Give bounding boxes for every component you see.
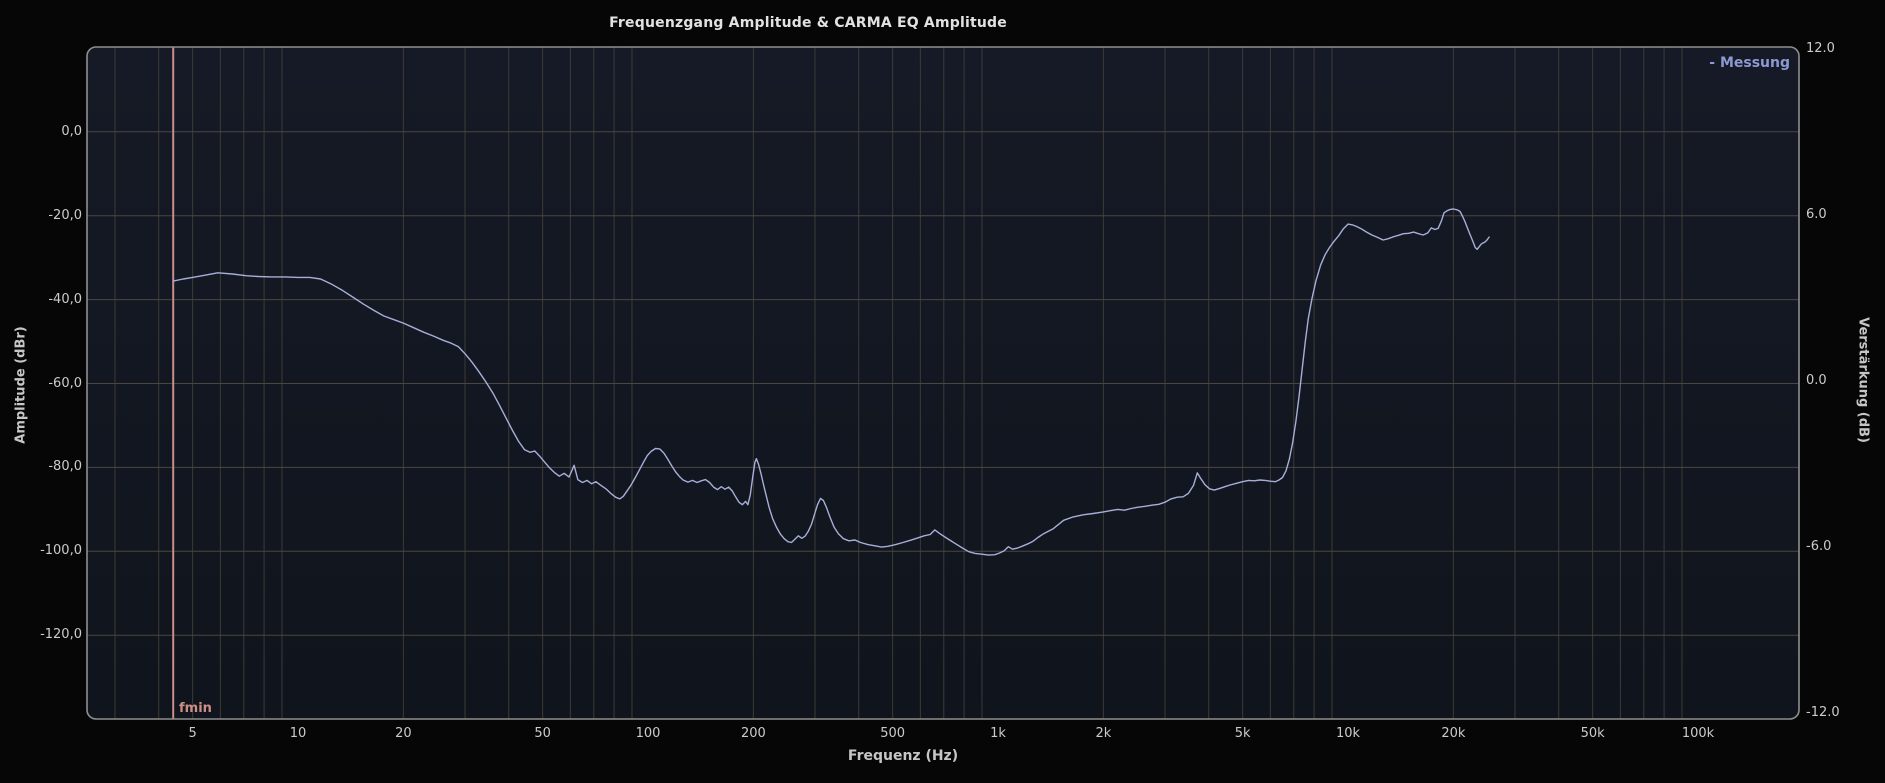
x-tick-20: 20 [395,726,412,741]
x-tick-100k: 100k [1681,726,1715,741]
y-right-tick-12: 12.0 [1806,40,1835,56]
x-tick-1k: 1k [990,726,1006,741]
fmin-marker-label: fmin [179,701,212,716]
y-left-tick--40: -40,0 [48,291,82,307]
x-tick-100: 100 [635,726,661,741]
y-left-tick--20: -20,0 [48,207,82,223]
x-axis-title: Frequenz (Hz) [847,748,959,764]
x-tick-10k: 10k [1335,726,1361,741]
x-tick-5: 5 [188,726,197,741]
x-tick-50: 50 [534,726,551,741]
legend-entry-messung: - Messung [1709,55,1790,71]
x-tick-5k: 5k [1234,726,1251,741]
y-right-tick--12: -12.0 [1806,705,1840,721]
x-tick-10: 10 [289,726,307,741]
x-tick-2k: 2k [1095,726,1112,741]
y-right-tick-0: 0.0 [1806,373,1827,388]
y-left-tick--120: -120,0 [40,627,82,643]
y-left-tick--80: -80,0 [48,459,82,475]
x-tick-200: 200 [740,726,766,741]
left-axis-title: Amplitude (dBr) [13,326,29,444]
right-axis-title: Verstärkung (dB) [1855,317,1871,443]
x-tick-50k: 50k [1580,726,1605,741]
y-left-tick--60: -60,0 [48,375,82,391]
y-right-tick--6: -6.0 [1806,539,1832,555]
chart-title: Frequenzgang Amplitude & CARMA EQ Amplit… [609,15,1007,31]
x-tick-20k: 20k [1441,726,1466,741]
y-left-tick--100: -100,0 [40,543,82,559]
x-tick-500: 500 [880,726,906,741]
y-left-tick-0: 0,0 [61,123,82,139]
y-right-tick-6: 6.0 [1806,206,1827,222]
